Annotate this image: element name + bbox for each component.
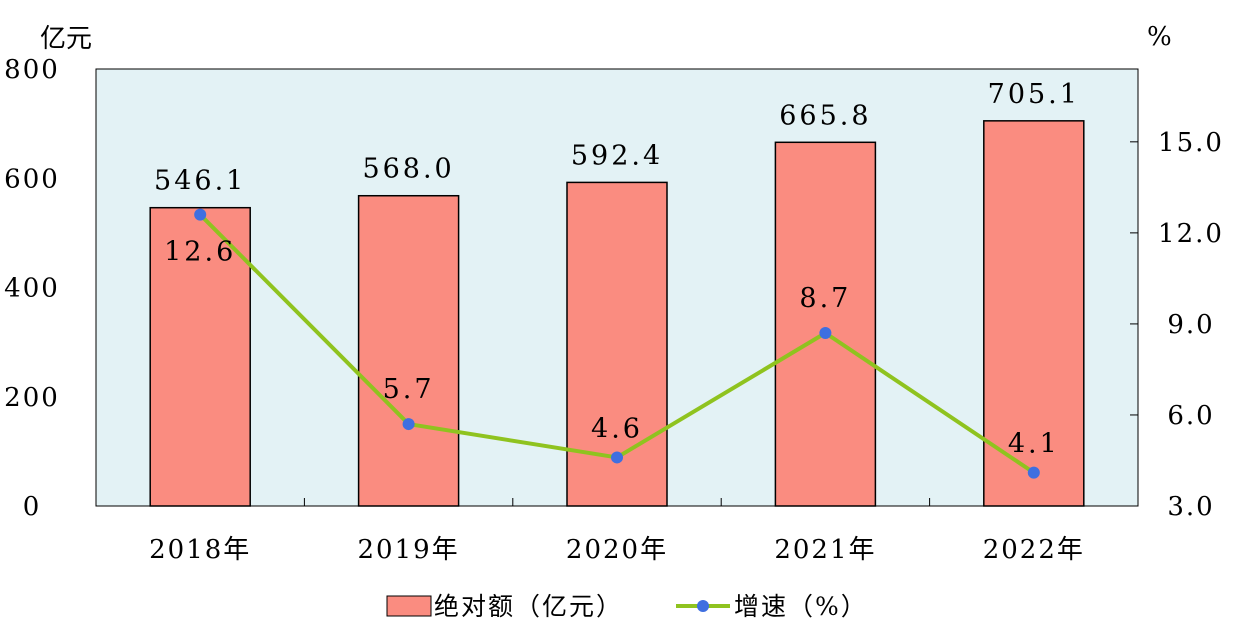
x-axis-ticks: 2018年 2019年 2020年 2021年 2022年 [149, 498, 1085, 565]
growth-value-label: 12.6 [164, 237, 236, 268]
growth-value-label: 8.7 [799, 283, 851, 314]
legend-bar-label: 绝对额（亿元） [434, 592, 623, 621]
growth-point-2019年 [402, 418, 415, 431]
growth-point-2018年 [194, 208, 207, 221]
x-tick-label: 2022年 [983, 535, 1085, 565]
x-tick-label: 2021年 [774, 535, 876, 565]
growth-point-2020年 [611, 451, 623, 464]
growth-value-label: 4.1 [1008, 429, 1060, 460]
left-tick-label: 600 [4, 164, 60, 194]
right-tick-label: 12.0 [1158, 219, 1224, 249]
growth-point-2022年 [1027, 466, 1040, 479]
growth-point-2021年 [819, 327, 832, 340]
bar-value-label: 568.0 [362, 154, 454, 185]
left-tick-label: 0 [23, 492, 42, 522]
right-tick-label: 3.0 [1167, 492, 1214, 522]
left-tick-label: 800 [4, 55, 60, 85]
bar-2021年 [774, 141, 877, 507]
left-axis-ticks: 0 200 400 600 800 [4, 55, 60, 522]
left-axis-unit: 亿元 [40, 24, 92, 54]
x-tick-label: 2020年 [566, 535, 668, 565]
bar-2019年 [357, 194, 460, 507]
left-tick-label: 400 [4, 274, 60, 304]
right-tick-label: 9.0 [1167, 310, 1214, 340]
bar-2018年 [149, 206, 251, 507]
right-tick-label: 6.0 [1167, 401, 1214, 431]
legend-bar-swatch [386, 595, 432, 617]
x-tick-label: 2019年 [358, 535, 460, 565]
right-tick-label: 15.0 [1158, 128, 1224, 158]
bar-value-label: 546.1 [154, 166, 246, 197]
growth-value-label: 4.6 [591, 413, 643, 444]
growth-value-label: 5.7 [383, 374, 435, 405]
left-tick-label: 200 [4, 383, 60, 413]
legend: 绝对额（亿元） 增速（%） [386, 592, 868, 621]
right-axis-unit: % [1147, 22, 1172, 52]
bar-value-label: 705.1 [988, 79, 1080, 110]
data-labels: 546.1 568.0 592.4 665.8 705.1 12.6 5.7 4.6 8.7 4.… [154, 79, 1080, 460]
right-axis-ticks: 3.0 6.0 9.0 12.0 15.0 [1130, 128, 1224, 522]
x-tick-label: 2018年 [149, 535, 251, 565]
bar-value-label: 665.8 [779, 100, 871, 131]
legend-line-marker [697, 600, 709, 612]
bar-2022年 [983, 120, 1085, 507]
legend-line-label: 增速（%） [734, 592, 868, 621]
bar-value-label: 592.4 [571, 140, 663, 171]
line-series [194, 208, 1040, 479]
